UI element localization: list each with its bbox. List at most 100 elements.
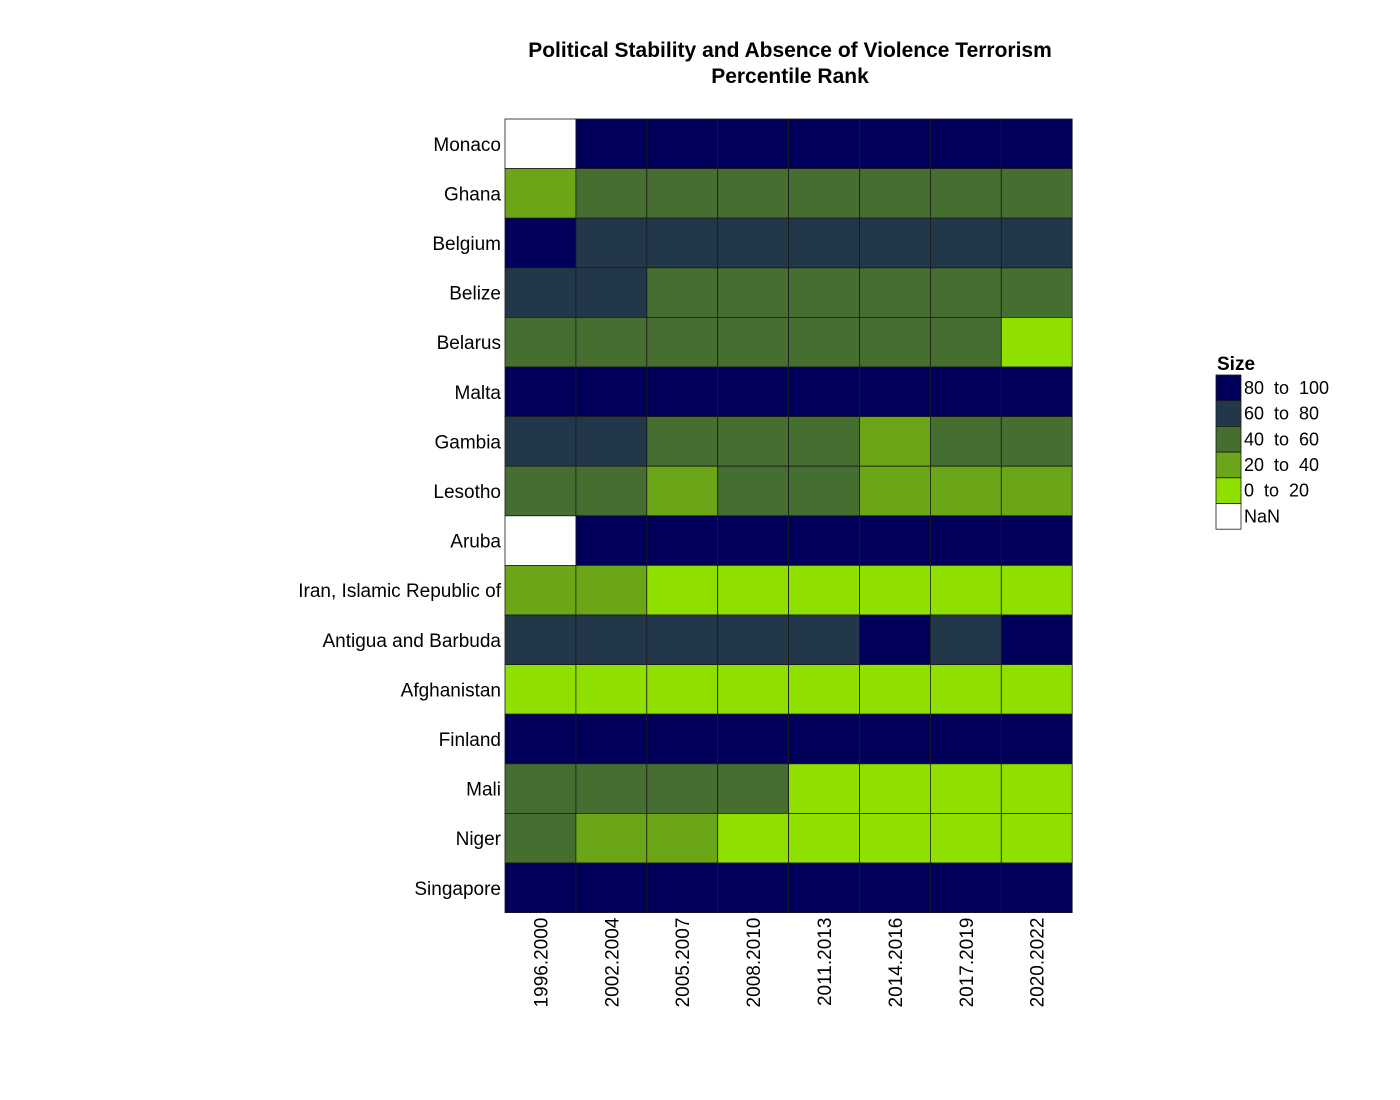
heatmap-cell <box>504 366 577 417</box>
heatmap-cell <box>646 713 719 765</box>
heatmap-cell <box>788 614 860 665</box>
heatmap-cell <box>859 217 931 269</box>
heatmap-cell <box>646 515 719 566</box>
heatmap-cell <box>717 713 790 765</box>
row-label: Belize <box>449 284 501 305</box>
heatmap-cell <box>504 565 577 616</box>
heatmap-cell <box>1000 565 1073 616</box>
heatmap-cell <box>859 366 931 417</box>
heatmap-cell <box>717 366 790 417</box>
row-label: Finland <box>439 730 501 751</box>
legend: Size 80 to 100 60 to 80 40 to 60 20 to 40 0 … <box>1215 354 1329 530</box>
heatmap-cell <box>717 217 790 269</box>
heatmap-cell <box>788 465 860 517</box>
heatmap-cell <box>646 316 719 368</box>
legend-label: 20 to 40 <box>1244 455 1319 475</box>
heatmap-cell <box>1000 316 1073 368</box>
column-labels: 1996.2000 2002.2004 2005.2007 2008.2010 2011… <box>531 917 1048 1007</box>
heatmap-cells <box>504 118 1073 913</box>
heatmap-cell <box>788 565 860 616</box>
heatmap-cell <box>788 813 860 864</box>
heatmap-cell <box>575 713 648 765</box>
heatmap-cell <box>859 168 931 219</box>
heatmap-cell <box>788 168 860 219</box>
heatmap-cell <box>788 118 860 169</box>
heatmap-cell <box>575 217 648 269</box>
row-label: Antigua and Barbuda <box>322 631 501 652</box>
heatmap-cell <box>788 763 860 814</box>
heatmap-cell <box>788 316 860 368</box>
heatmap-cell <box>717 763 790 814</box>
heatmap-cell <box>1000 168 1073 219</box>
column-label: 2002.2004 <box>602 917 623 1007</box>
heatmap-cell <box>930 168 1002 219</box>
legend-title: Size <box>1217 354 1255 375</box>
column-label: 1996.2000 <box>531 918 552 1008</box>
heatmap-cell <box>1000 664 1073 715</box>
heatmap-cell <box>717 515 790 566</box>
row-label: Singapore <box>414 879 501 900</box>
column-label: 2020.2022 <box>1028 918 1049 1008</box>
heatmap-cell <box>859 515 931 566</box>
row-label: Mali <box>466 780 501 801</box>
legend-label: 80 to 100 <box>1244 378 1329 398</box>
column-label: 2005.2007 <box>673 918 694 1008</box>
heatmap-cell <box>930 862 1002 913</box>
heatmap-cell <box>930 316 1002 368</box>
heatmap-cell <box>646 366 719 417</box>
heatmap-cell <box>717 664 790 715</box>
legend-swatch <box>1215 425 1242 453</box>
heatmap-cell <box>1000 713 1073 765</box>
row-label: Aruba <box>450 532 501 553</box>
heatmap-cell <box>930 565 1002 616</box>
heatmap-cell <box>575 267 648 318</box>
heatmap-cell <box>575 862 648 913</box>
heatmap-cell <box>504 813 577 864</box>
heatmap-cell <box>504 862 577 913</box>
heatmap-cell <box>717 614 790 665</box>
heatmap-cell <box>788 217 860 269</box>
heatmap-cell <box>646 614 719 665</box>
heatmap-cell <box>646 416 719 467</box>
heatmap-cell <box>788 664 860 715</box>
heatmap-cell <box>859 565 931 616</box>
heatmap-cell <box>930 416 1002 467</box>
heatmap-cell <box>1000 118 1073 169</box>
heatmap-cell <box>504 168 577 219</box>
heatmap-cell <box>1000 862 1073 913</box>
row-label: Niger <box>456 829 502 850</box>
heatmap-cell <box>859 614 931 665</box>
heatmap-cell <box>788 267 860 318</box>
heatmap-cell <box>788 713 860 765</box>
heatmap-cell <box>859 813 931 864</box>
heatmap-cell <box>504 465 577 517</box>
heatmap-cell <box>575 118 648 169</box>
row-label: Lesotho <box>433 482 501 503</box>
row-label: Ghana <box>444 184 501 205</box>
heatmap-cell <box>859 862 931 913</box>
heatmap-cell <box>788 366 860 417</box>
row-label: Iran, Islamic Republic of <box>298 581 501 602</box>
heatmap-cell <box>859 416 931 467</box>
legend-swatch <box>1215 451 1242 479</box>
row-label: Belarus <box>437 333 501 354</box>
heatmap-cell <box>1000 366 1073 417</box>
heatmap-cell <box>788 862 860 913</box>
heatmap-cell <box>504 664 577 715</box>
heatmap-cell <box>717 118 790 169</box>
heatmap-cell <box>575 515 648 566</box>
heatmap-cell <box>788 515 860 566</box>
column-label: 2017.2019 <box>957 918 978 1008</box>
chart-subtitle: Percentile Rank <box>711 65 869 88</box>
heatmap-cell <box>930 118 1002 169</box>
heatmap-cell <box>717 465 790 517</box>
heatmap-cell <box>504 416 577 467</box>
heatmap-cell <box>859 763 931 814</box>
heatmap-cell <box>859 465 931 517</box>
heatmap-cell <box>646 465 719 517</box>
heatmap-cell <box>1000 465 1073 517</box>
column-label: 2014.2016 <box>886 918 907 1008</box>
row-label: Belgium <box>432 234 501 255</box>
heatmap-cell <box>859 118 931 169</box>
